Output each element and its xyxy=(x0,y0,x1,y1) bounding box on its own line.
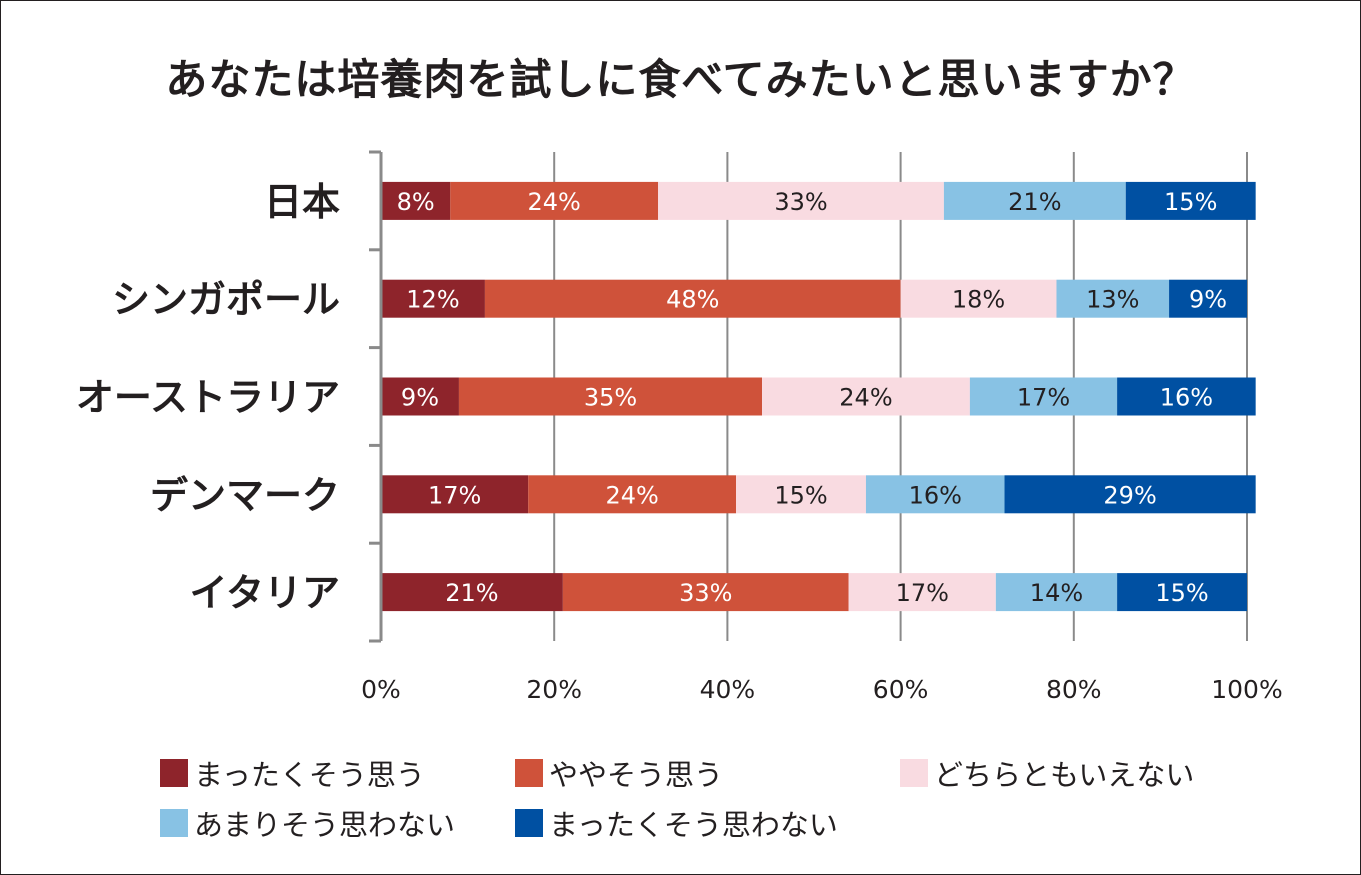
category-label: イタリア xyxy=(190,571,340,615)
data-label: 15% xyxy=(774,481,827,509)
legend-item: ややそう思う xyxy=(515,752,723,794)
legend-label: ややそう思う xyxy=(549,758,724,792)
data-label: 33% xyxy=(679,579,732,607)
bar-segment xyxy=(484,279,901,318)
legend-label: まったくそう思う xyxy=(194,758,425,792)
legend-item: あまりそう思わない xyxy=(160,802,455,844)
data-label: 9% xyxy=(1189,286,1227,314)
bar-segment xyxy=(381,279,485,318)
bar-segment xyxy=(562,573,849,612)
legend-label: あまりそう思わない xyxy=(194,808,456,842)
data-label: 24% xyxy=(839,384,892,412)
legend: まったくそう思う ややそう思う どちらともいえないあまりそう思わない まったくそう思わ… xyxy=(160,752,1310,852)
bar-segment xyxy=(450,181,659,220)
data-label: 17% xyxy=(428,481,481,509)
data-label: 17% xyxy=(896,579,949,607)
data-label: 14% xyxy=(1030,579,1083,607)
bar-segment xyxy=(1117,377,1256,416)
legend-item: まったくそう思わない xyxy=(515,802,838,844)
x-tick-label: 60% xyxy=(873,675,929,704)
data-label: 24% xyxy=(528,188,581,216)
data-label: 24% xyxy=(605,481,658,509)
bar-segment xyxy=(458,377,763,416)
bar-segment xyxy=(865,475,1005,514)
bar-segment xyxy=(1004,475,1256,514)
data-label: 16% xyxy=(909,481,962,509)
bar-segment xyxy=(969,377,1118,416)
data-label: 8% xyxy=(397,188,435,216)
bar-segment xyxy=(658,181,944,220)
bar-segment xyxy=(1117,573,1247,612)
category-label: シンガポール xyxy=(112,278,340,322)
data-label: 15% xyxy=(1155,579,1208,607)
bar-segment xyxy=(381,181,451,220)
bar-segment xyxy=(900,279,1057,318)
x-tick-label: 100% xyxy=(1211,675,1282,704)
legend-item: どちらともいえない xyxy=(900,752,1194,794)
data-label: 9% xyxy=(401,384,439,412)
legend-label: どちらともいえない xyxy=(934,758,1195,792)
bar-segment xyxy=(762,377,970,416)
category-label: デンマーク xyxy=(150,473,340,517)
x-tick-label: 80% xyxy=(1046,675,1102,704)
data-label: 29% xyxy=(1103,481,1156,509)
bar-segment xyxy=(943,181,1126,220)
x-tick-label: 40% xyxy=(700,675,756,704)
data-label: 48% xyxy=(666,286,719,314)
legend-swatch xyxy=(160,809,188,837)
legend-label: まったくそう思わない xyxy=(549,808,838,842)
x-tick-label: 0% xyxy=(361,675,401,704)
legend-swatch xyxy=(160,759,188,787)
bar-segment xyxy=(995,573,1118,612)
legend-item: まったくそう思う xyxy=(160,752,425,794)
bar-segment xyxy=(381,573,563,612)
bar-segment xyxy=(381,475,529,514)
data-label: 18% xyxy=(952,286,1005,314)
bar-segment xyxy=(1125,181,1256,220)
x-tick-label: 20% xyxy=(526,675,582,704)
data-label: 33% xyxy=(774,188,827,216)
data-label: 35% xyxy=(584,384,637,412)
data-label: 13% xyxy=(1086,286,1139,314)
data-label: 21% xyxy=(1008,188,1061,216)
category-label: オーストラリア xyxy=(76,376,340,420)
bar-segment xyxy=(1056,279,1170,318)
legend-swatch xyxy=(515,759,543,787)
data-label: 12% xyxy=(406,286,459,314)
bar-segment xyxy=(848,573,996,612)
data-label: 21% xyxy=(445,579,498,607)
chart-title: あなたは培養肉を試しに食べてみたいと思いますか？ xyxy=(165,55,1196,104)
bar-segment xyxy=(736,475,866,514)
legend-swatch xyxy=(515,809,543,837)
bar-segment xyxy=(381,377,459,416)
data-label: 16% xyxy=(1160,384,1213,412)
data-label: 15% xyxy=(1164,188,1217,216)
data-label: 17% xyxy=(1017,384,1070,412)
legend-swatch xyxy=(900,759,928,787)
category-label: 日本 xyxy=(264,180,340,224)
bar-segment xyxy=(528,475,737,514)
bar-segment xyxy=(1169,279,1247,318)
